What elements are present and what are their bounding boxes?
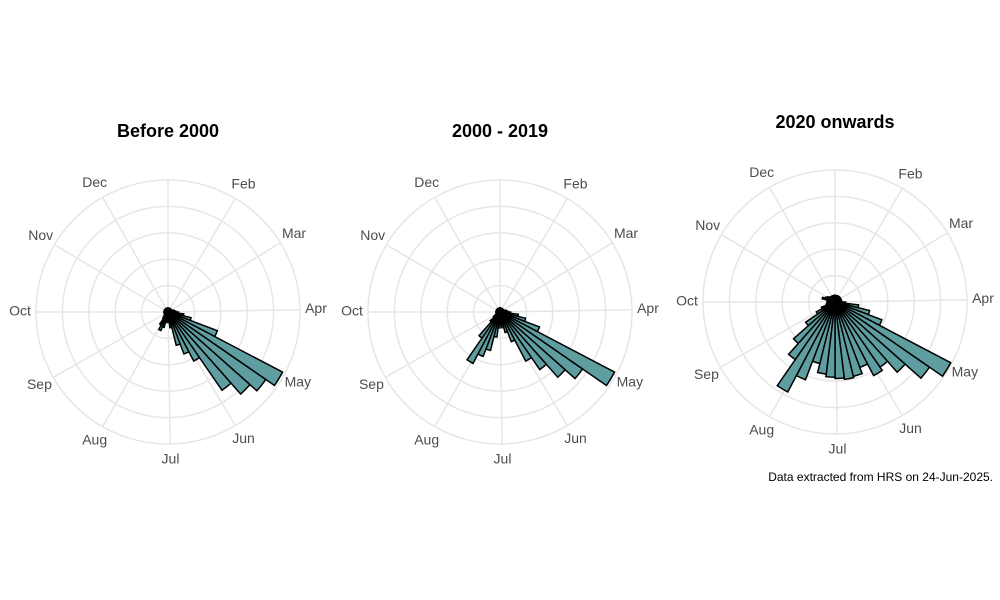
polar-chart: Feb Mar Apr May Jun Jul Aug Sep Oct Nov Dec 2000 - … bbox=[341, 121, 659, 467]
bar bbox=[787, 301, 836, 361]
angular-tick-label: Aug bbox=[82, 431, 107, 447]
angular-tick-label: Oct bbox=[9, 303, 31, 319]
grid-spoke bbox=[52, 311, 169, 379]
grid-spoke bbox=[167, 242, 281, 313]
angular-tick-label: Nov bbox=[695, 217, 720, 233]
angular-tick-label: Oct bbox=[341, 303, 363, 319]
grid-spoke bbox=[167, 311, 171, 444]
angular-tick-label: Apr bbox=[637, 300, 659, 316]
grid-spoke bbox=[499, 311, 503, 444]
grid-spoke bbox=[721, 234, 836, 303]
grid-spoke bbox=[834, 232, 948, 303]
grid-spoke bbox=[499, 198, 568, 313]
grid-spoke bbox=[101, 196, 169, 313]
angular-tick-label: Sep bbox=[359, 376, 384, 392]
bar bbox=[499, 311, 567, 379]
angular-tick-label: Mar bbox=[614, 225, 638, 241]
angular-tick-label: Jun bbox=[232, 430, 255, 446]
bar bbox=[834, 301, 931, 380]
grid-spoke bbox=[499, 309, 632, 313]
caption: Data extracted from HRS on 24-Jun-2025. bbox=[768, 470, 993, 484]
angular-tick-label: May bbox=[952, 364, 978, 380]
angular-tick-label: Sep bbox=[694, 366, 719, 382]
chart-title: 2020 onwards bbox=[775, 112, 894, 132]
grid-spoke bbox=[834, 299, 967, 303]
angular-tick-label: Nov bbox=[360, 227, 385, 243]
bar bbox=[833, 294, 836, 303]
bar bbox=[167, 311, 284, 387]
angular-tick-label: Dec bbox=[414, 174, 439, 190]
angular-tick-label: Mar bbox=[282, 225, 306, 241]
angular-tick-label: Jul bbox=[162, 451, 180, 467]
angular-tick-label: Jul bbox=[494, 451, 512, 467]
angular-tick-label: May bbox=[285, 374, 311, 390]
grid-spoke bbox=[167, 198, 236, 313]
bar bbox=[776, 301, 836, 394]
grid-spoke bbox=[384, 311, 501, 379]
bar bbox=[834, 301, 855, 381]
grid-spoke bbox=[719, 301, 836, 369]
grid-spoke bbox=[834, 188, 903, 303]
chart-title: Before 2000 bbox=[117, 121, 219, 141]
chart-title: 2000 - 2019 bbox=[452, 121, 548, 141]
grid-spoke bbox=[101, 311, 169, 428]
bar bbox=[499, 311, 548, 371]
grid-spoke bbox=[433, 196, 501, 313]
grid-spoke bbox=[386, 244, 501, 313]
angular-tick-label: Feb bbox=[563, 175, 587, 191]
bar bbox=[167, 311, 233, 392]
bar bbox=[499, 311, 584, 380]
bar bbox=[499, 311, 533, 363]
grid-spoke bbox=[499, 242, 613, 313]
bar bbox=[167, 311, 252, 396]
bar bbox=[834, 301, 907, 374]
angular-tick-label: Apr bbox=[305, 300, 327, 316]
angular-tick-label: Dec bbox=[749, 164, 774, 180]
bar bbox=[167, 311, 201, 363]
bar bbox=[167, 311, 267, 392]
polar-chart: Feb Mar Apr May Jun Jul Aug Sep Oct Nov Dec 2020 on… bbox=[676, 112, 994, 457]
grid-spoke bbox=[167, 309, 300, 313]
angular-tick-label: Jun bbox=[564, 430, 587, 446]
bar bbox=[834, 301, 846, 380]
bar bbox=[499, 311, 516, 343]
bar bbox=[499, 311, 616, 387]
angular-tick-label: Jun bbox=[899, 420, 922, 436]
angular-tick-label: Dec bbox=[82, 174, 107, 190]
grid-spoke bbox=[54, 244, 169, 313]
angular-tick-label: Sep bbox=[27, 376, 52, 392]
bar bbox=[792, 301, 836, 345]
angular-tick-label: Feb bbox=[898, 165, 922, 181]
grid-spoke bbox=[768, 186, 836, 303]
bar bbox=[167, 311, 182, 347]
bar bbox=[167, 311, 190, 355]
angular-tick-label: Oct bbox=[676, 293, 698, 309]
polar-chart: Feb Mar Apr May Jun Jul Aug Sep Oct Nov Dec Before … bbox=[9, 121, 327, 467]
angular-tick-label: Apr bbox=[972, 290, 994, 306]
angular-tick-label: Feb bbox=[231, 175, 255, 191]
bar bbox=[834, 301, 952, 378]
angular-tick-label: May bbox=[617, 374, 643, 390]
angular-tick-label: Aug bbox=[414, 431, 439, 447]
angular-tick-label: Aug bbox=[749, 421, 774, 437]
bar bbox=[834, 301, 884, 377]
angular-tick-label: Jul bbox=[829, 441, 847, 457]
angular-tick-label: Nov bbox=[28, 227, 53, 243]
angular-tick-label: Mar bbox=[949, 215, 973, 231]
